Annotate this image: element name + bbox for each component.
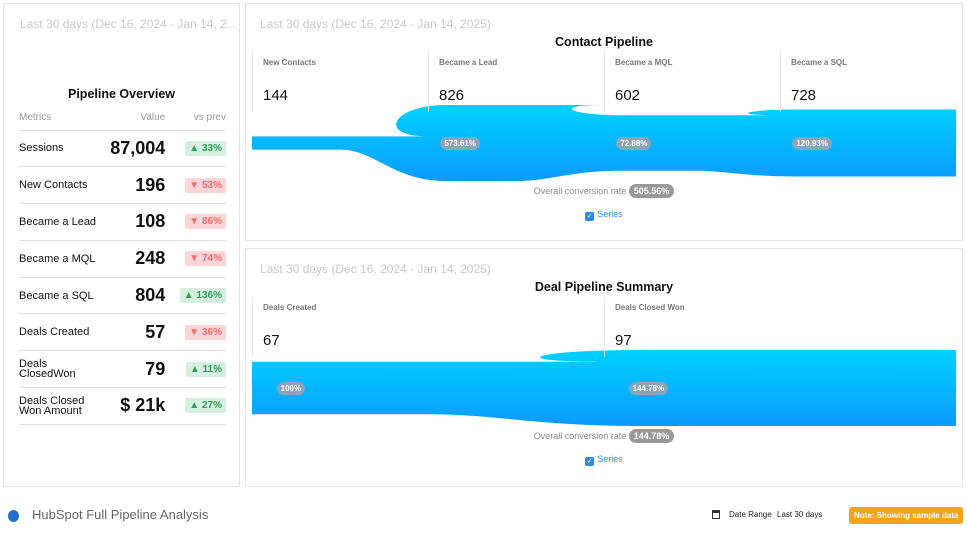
stage-percent-badge: 72.88%	[616, 137, 652, 150]
conversion-label: Overall conversion rate	[533, 186, 627, 196]
column-header: Metrics	[19, 106, 99, 131]
stage-percent-badge: 144.78%	[628, 382, 669, 395]
hubspot-logo-icon	[8, 510, 19, 522]
column-header: vs prev	[171, 106, 226, 131]
legend-series[interactable]: ✓ Series	[246, 454, 962, 466]
dashboard-title: HubSpot Full Pipeline Analysis	[32, 507, 209, 522]
table-row: Became a MQL 248 ▼ 74%	[19, 240, 226, 278]
funnel-stage: Deals Created 67	[252, 297, 604, 357]
metric-value: 196	[99, 166, 172, 205]
change-badge: ▲ 11%	[185, 361, 226, 377]
deal-pipeline-card: Last 30 days (Dec 16, 2024 - Jan 14, 202…	[245, 248, 963, 487]
funnel-stage: New Contacts 144	[252, 52, 428, 112]
stage-label: Became a Lead	[439, 58, 498, 67]
pipeline-overview-card: Last 30 days (Dec 16, 2024 - Jan 14, 2..…	[3, 3, 240, 487]
conversion-badge: 505.56%	[628, 184, 675, 198]
table-row: Became a SQL 804 ▲ 136%	[19, 277, 226, 315]
checkbox-icon[interactable]: ✓	[585, 212, 595, 221]
metric-label: Became a Lead	[19, 203, 99, 241]
card-title: Deal Pipeline Summary	[534, 280, 674, 294]
conversion-label: Overall conversion rate	[533, 431, 627, 441]
stage-value: 602	[615, 87, 641, 104]
stage-label: Became a SQL	[791, 58, 848, 67]
metric-label: Deals Created	[19, 313, 99, 352]
metric-label: Deals Closed Won Amount	[19, 387, 99, 425]
funnel-stage: Deals Closed Won 97	[604, 297, 956, 357]
table-row: Deals Created 57 ▼ 36%	[19, 313, 226, 352]
stage-percent-badge: 573.61%	[440, 137, 480, 150]
card-title: Contact Pipeline	[555, 35, 653, 49]
funnel-stage: Became a MQL 602	[604, 52, 780, 112]
sample-data-note: Note: Showing sample data	[849, 507, 964, 524]
date-range-label: Date Range	[729, 510, 772, 519]
change-badge: ▼ 36%	[185, 324, 226, 340]
metric-label: Sessions	[19, 130, 99, 168]
change-badge: ▼ 53%	[185, 177, 226, 193]
legend-label: Series	[597, 209, 623, 219]
metric-label: Became a MQL	[19, 240, 99, 278]
metric-value: 79	[99, 350, 172, 389]
metric-value: 804	[99, 277, 172, 315]
stage-value: 144	[263, 87, 289, 104]
change-badge: ▲ 33%	[185, 140, 226, 156]
funnel-band	[252, 350, 956, 426]
date-range-value[interactable]: Last 30 days	[777, 510, 823, 519]
overall-conversion: Overall conversion rate 505.56%	[246, 184, 962, 198]
funnel-stage: Became a SQL 728	[780, 52, 956, 112]
metric-value: $ 21k	[99, 387, 172, 425]
change-badge: ▲ 27%	[185, 398, 226, 414]
funnel-band	[252, 105, 956, 181]
metric-label: New Contacts	[19, 166, 99, 205]
change-badge: ▼ 86%	[185, 214, 226, 230]
stage-label: New Contacts	[263, 58, 316, 67]
date-range-label: Last 30 days (Dec 16, 2024 - Jan 14, 202…	[260, 17, 491, 31]
stage-label: Deals Closed Won	[615, 303, 685, 312]
change-badge: ▼ 74%	[185, 251, 226, 267]
table-row: Deals ClosedWon 79 ▲ 11%	[19, 350, 226, 389]
metric-value: 248	[99, 240, 172, 278]
overall-conversion: Overall conversion rate 144.78%	[246, 429, 962, 443]
stage-percent-badge: 100%	[276, 382, 306, 395]
metric-label: Became a SQL	[19, 277, 99, 315]
stage-label: Became a MQL	[615, 58, 673, 67]
metric-value: 108	[99, 203, 172, 241]
conversion-badge: 144.78%	[628, 429, 675, 443]
stage-value: 97	[615, 332, 632, 349]
change-badge: ▲ 136%	[179, 288, 226, 304]
table-row: Deals Closed Won Amount $ 21k ▲ 27%	[19, 387, 226, 425]
funnel-chart	[252, 105, 956, 181]
checkbox-icon[interactable]: ✓	[585, 457, 595, 466]
footer-bar: HubSpot Full Pipeline Analysis Date Rang…	[0, 505, 967, 527]
contact-pipeline-card: Last 30 days (Dec 16, 2024 - Jan 14, 202…	[245, 3, 963, 241]
metrics-table: Metrics Value vs prev Sessions 87,004 ▲ 33…	[19, 106, 226, 425]
date-range-label: Last 30 days (Dec 16, 2024 - Jan 14, 2..…	[20, 17, 237, 31]
stage-label: Deals Created	[263, 303, 317, 312]
legend-series[interactable]: ✓ Series	[246, 209, 962, 221]
date-range-label: Last 30 days (Dec 16, 2024 - Jan 14, 202…	[260, 262, 491, 276]
legend-label: Series	[597, 454, 623, 464]
funnel-stage: Became a Lead 826	[428, 52, 604, 112]
stage-value: 826	[439, 87, 465, 104]
stage-value: 728	[791, 87, 817, 104]
stage-value: 67	[263, 332, 280, 349]
funnel-chart	[252, 350, 956, 426]
metric-value: 87,004	[99, 130, 172, 168]
column-header: Value	[99, 106, 172, 131]
table-row: Became a Lead 108 ▼ 86%	[19, 203, 226, 241]
card-title: Pipeline Overview	[68, 87, 175, 101]
table-row: Sessions 87,004 ▲ 33%	[19, 130, 226, 168]
table-row: New Contacts 196 ▼ 53%	[19, 166, 226, 205]
calendar-icon	[712, 510, 720, 519]
metric-value: 57	[99, 313, 172, 352]
stage-percent-badge: 120.93%	[792, 137, 832, 150]
metric-label: Deals ClosedWon	[19, 350, 99, 389]
